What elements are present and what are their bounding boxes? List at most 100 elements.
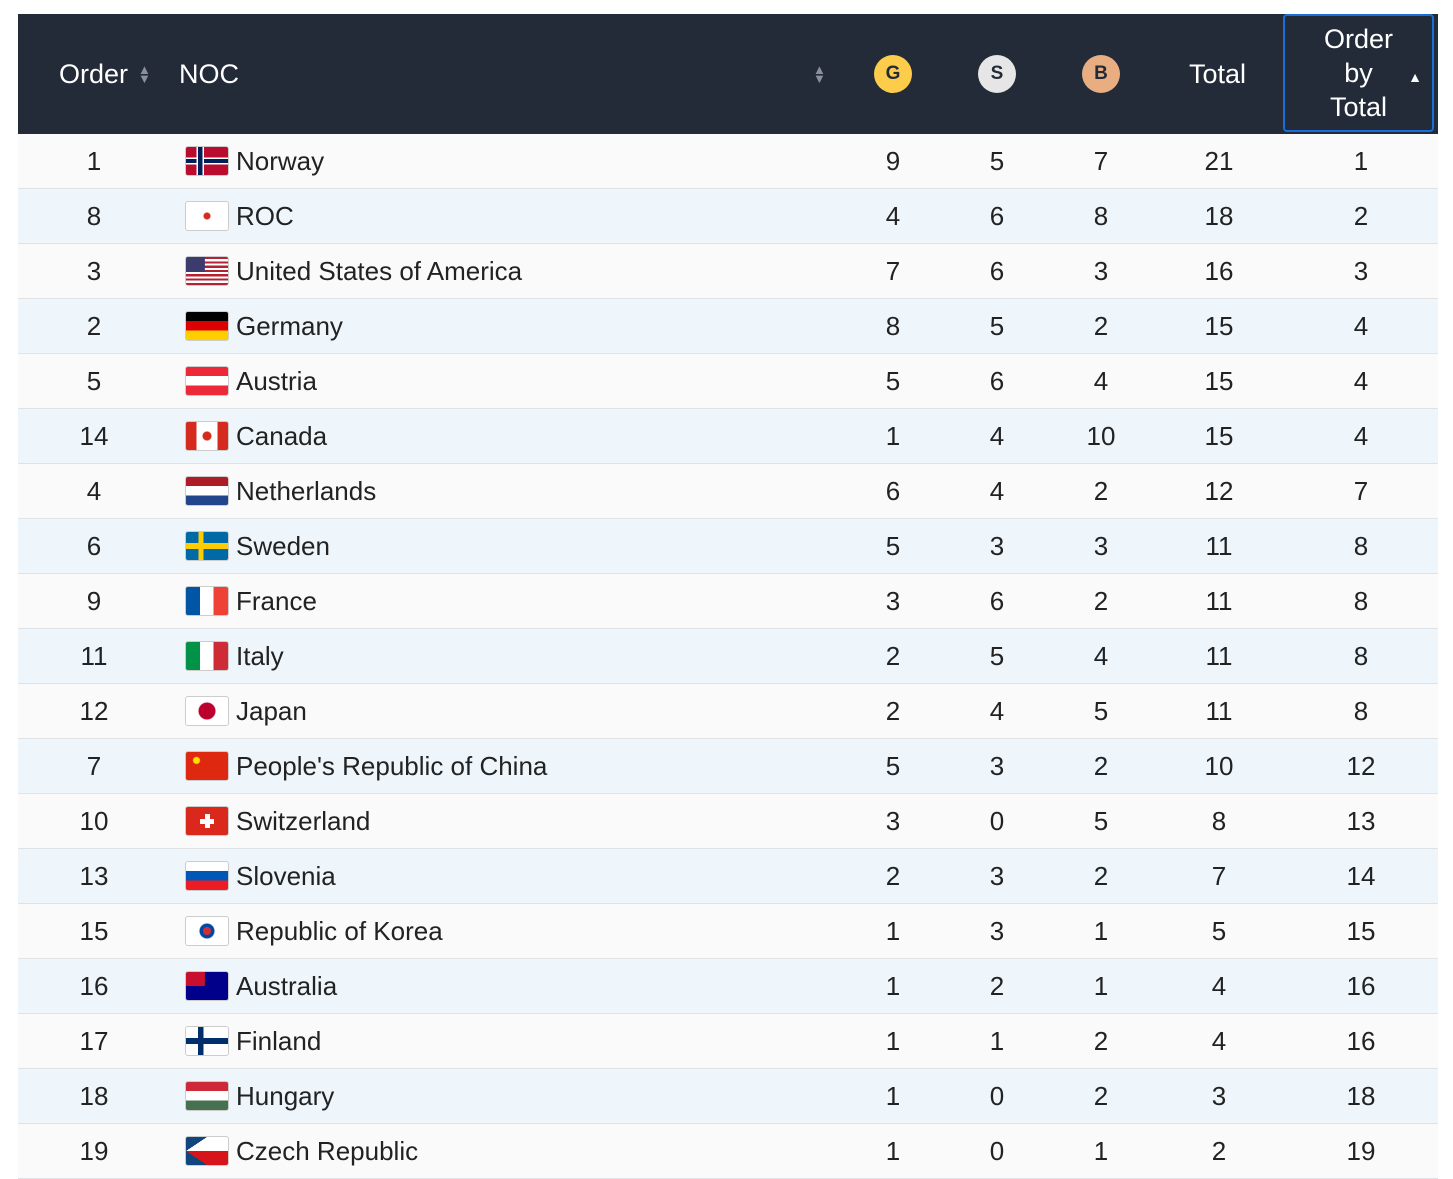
rank-cell: 15 [1346,916,1376,946]
table-row[interactable]: 15 1 3 1 5 15 Republic of Korea [18,904,1438,959]
table-row[interactable]: 2 8 5 2 15 4 Germany [18,299,1438,354]
netherlands-flag-icon [185,476,229,506]
table-row[interactable]: 10 3 0 5 8 13 Switzerland [18,794,1438,849]
total-column-header[interactable]: Total [1189,14,1246,134]
medal-table: Order ▲ ▼ NOC ▲ ▼ G S B Total Order by Tot… [18,14,1438,1179]
total-cell: 15 [1204,421,1234,451]
rank-cell: 8 [1353,586,1369,616]
total-cell: 5 [1211,916,1227,946]
total-cell: 4 [1211,971,1227,1001]
gold-cell: 5 [885,751,901,781]
italy-flag-icon [185,641,229,671]
table-row[interactable]: 1 9 5 7 21 1 Norway [18,134,1438,189]
rank-cell: 7 [1353,476,1369,506]
silver-cell: 3 [989,531,1005,561]
korea-flag-icon [185,916,229,946]
noc-column-header[interactable]: NOC [179,14,239,134]
order-cell: 15 [79,916,109,946]
country-name[interactable]: Czech Republic [236,1136,419,1166]
order-by-total-line: Order [1323,24,1394,54]
gold-cell: 1 [885,1136,901,1166]
gold-cell: 6 [885,476,901,506]
table-row[interactable]: 19 1 0 1 2 19 Czech Republic [18,1124,1438,1179]
country-name[interactable]: Republic of Korea [236,916,443,946]
table-row[interactable]: 8 4 6 8 18 2 ROC [18,189,1438,244]
country-name[interactable]: France [236,586,317,616]
table-row[interactable]: 18 1 0 2 3 18 Hungary [18,1069,1438,1124]
country-name[interactable]: Switzerland [236,806,371,836]
table-row[interactable]: 4 6 4 2 12 7 Netherlands [18,464,1438,519]
china-flag-icon [185,751,229,781]
country-name[interactable]: Slovenia [236,861,336,891]
country-name[interactable]: Austria [236,366,317,396]
gold-cell: 1 [885,1081,901,1111]
order-by-total-line: Total [1329,92,1388,122]
total-cell: 10 [1204,751,1234,781]
bronze-cell: 7 [1093,146,1109,176]
roc-flag-icon [185,201,229,231]
table-row[interactable]: 5 5 6 4 15 4 Austria [18,354,1438,409]
sweden-flag-icon [185,531,229,561]
bronze-cell: 2 [1093,861,1109,891]
order-cell: 8 [86,201,102,231]
gold-cell: 2 [885,861,901,891]
noc-sort-button[interactable]: ▲ ▼ [803,14,826,134]
total-cell: 15 [1204,311,1234,341]
table-row[interactable]: 9 3 6 2 11 8 France [18,574,1438,629]
total-cell: 3 [1211,1081,1227,1111]
silver-cell: 0 [989,1136,1005,1166]
country-name[interactable]: Netherlands [236,476,377,506]
silver-column-header[interactable]: S [978,55,1016,93]
rank-cell: 1 [1353,146,1369,176]
total-cell: 16 [1204,256,1234,286]
country-name[interactable]: Sweden [236,531,330,561]
silver-cell: 5 [989,641,1005,671]
table-row[interactable]: 7 5 3 2 10 12 People's Republic of China [18,739,1438,794]
silver-cell: 2 [989,971,1005,1001]
order-cell: 2 [86,311,102,341]
table-row[interactable]: 13 2 3 2 7 14 Slovenia [18,849,1438,904]
total-cell: 21 [1204,146,1234,176]
gold-column-header[interactable]: G [874,55,912,93]
bronze-cell: 8 [1093,201,1109,231]
order-cell: 7 [86,751,102,781]
rank-cell: 4 [1353,421,1369,451]
total-cell: 12 [1204,476,1234,506]
order-cell: 16 [79,971,109,1001]
country-name[interactable]: Germany [236,311,343,341]
bronze-cell: 2 [1093,1081,1109,1111]
country-name[interactable]: Japan [236,696,307,726]
bronze-cell: 2 [1093,311,1109,341]
switzerland-flag-icon [185,806,229,836]
rank-cell: 16 [1346,1026,1376,1056]
country-name[interactable]: Canada [236,421,328,451]
bronze-column-header[interactable]: B [1082,55,1120,93]
rank-cell: 4 [1353,366,1369,396]
table-row[interactable]: 16 1 2 1 4 16 Australia [18,959,1438,1014]
rank-cell: 8 [1353,641,1369,671]
order-cell: 12 [79,696,109,726]
country-name[interactable]: People's Republic of China [236,751,548,781]
table-row[interactable]: 12 2 4 5 11 8 Japan [18,684,1438,739]
country-name[interactable]: Italy [236,641,284,671]
sort-both-icon: ▲ ▼ [138,62,151,86]
country-name[interactable]: Australia [236,971,338,1001]
order-cell: 17 [79,1026,109,1056]
table-row[interactable]: 14 1 4 10 15 4 Canada [18,409,1438,464]
order-by-total-column-header[interactable]: Order by Total ▲ [1283,14,1434,132]
country-name[interactable]: Finland [236,1026,322,1056]
country-name[interactable]: Norway [236,146,325,176]
table-row[interactable]: 11 2 5 4 11 8 Italy [18,629,1438,684]
country-name[interactable]: United States of America [236,256,523,286]
order-cell: 11 [80,641,108,671]
order-column-header[interactable]: Order ▲ ▼ [59,14,151,134]
bronze-cell: 5 [1093,696,1109,726]
gold-cell: 5 [885,366,901,396]
table-row[interactable]: 17 1 1 2 4 16 Finland [18,1014,1438,1069]
country-name[interactable]: ROC [236,201,294,231]
silver-cell: 6 [989,201,1005,231]
country-name[interactable]: Hungary [236,1081,335,1111]
table-row[interactable]: 6 5 3 3 11 8 Sweden [18,519,1438,574]
total-cell: 4 [1211,1026,1227,1056]
table-row[interactable]: 3 7 6 3 16 3 United States of America [18,244,1438,299]
